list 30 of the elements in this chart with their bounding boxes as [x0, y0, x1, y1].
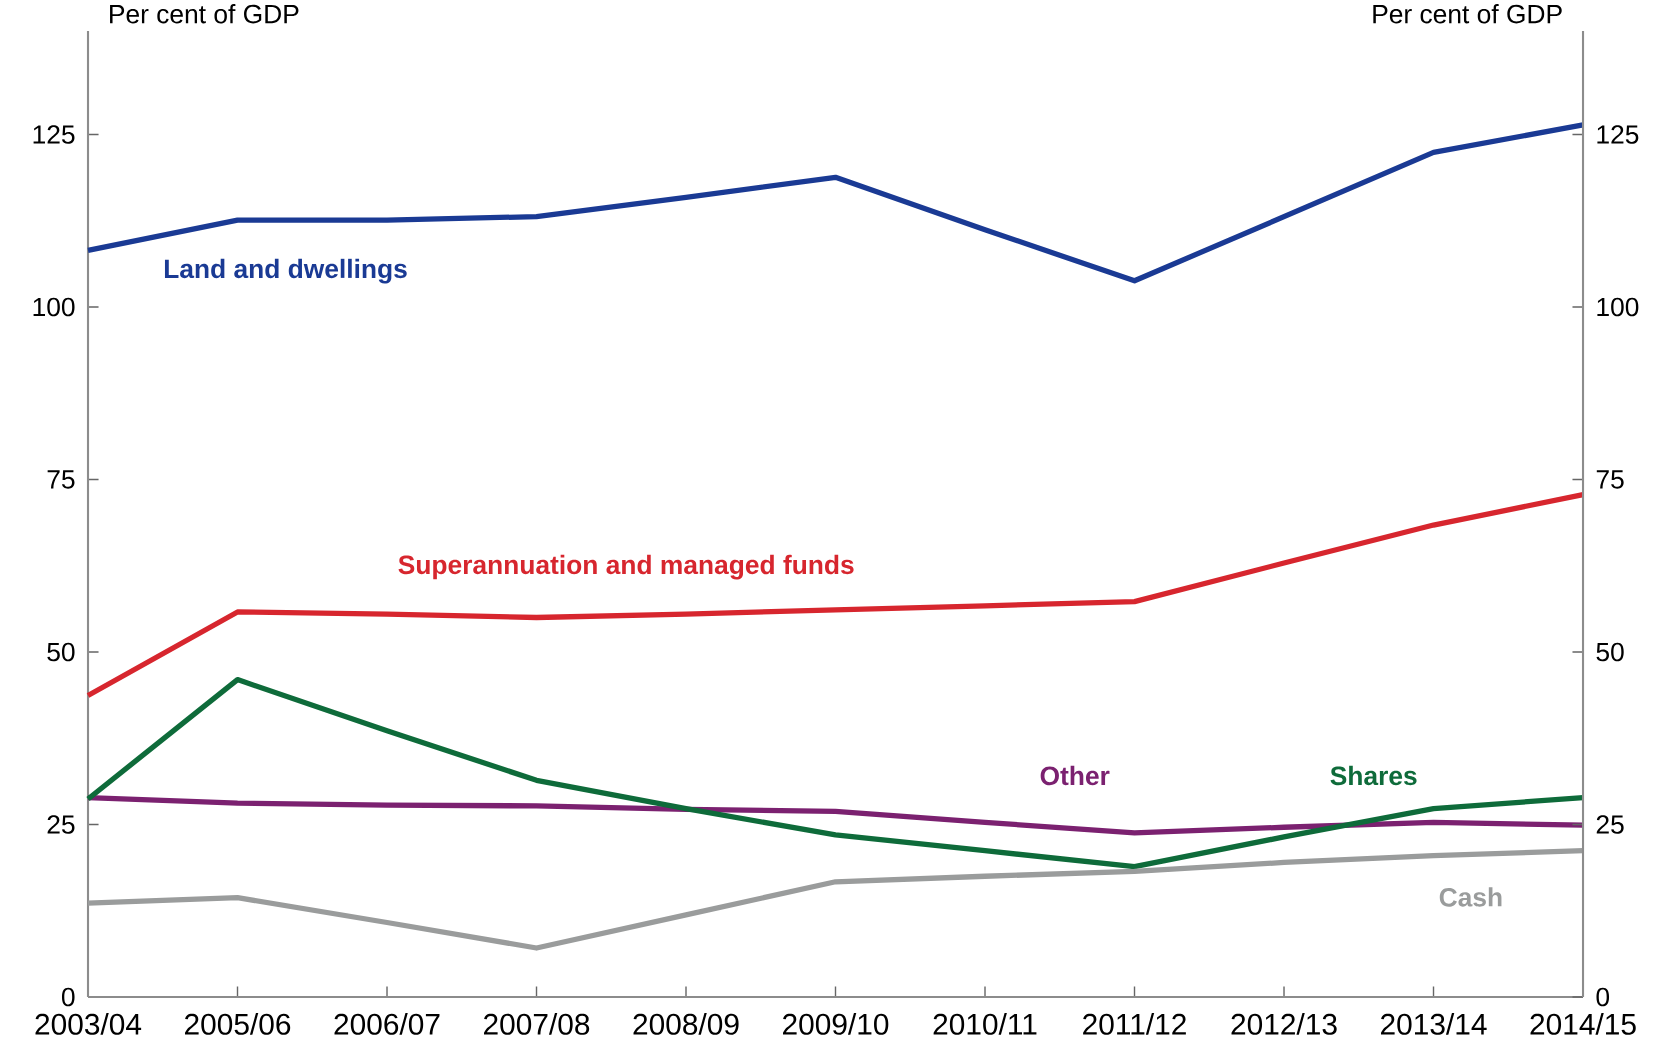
y-tick-label: 75 [47, 470, 75, 489]
x-tick-label: 2009/10 [783, 1012, 889, 1035]
y-tick-label: 0 [61, 987, 75, 1007]
y-axis-title: Per cent of GDP [110, 4, 299, 24]
x-tick-label: 2006/07 [334, 1012, 440, 1035]
y-tick-label: 125 [33, 125, 75, 144]
x-tick-label: 2013/14 [1381, 1012, 1487, 1035]
x-tick-label: 2014/15 [1530, 1012, 1636, 1035]
x-tick-label: 2012/13 [1231, 1012, 1337, 1035]
series-label: Other [1040, 765, 1110, 786]
series-label: Land and dwellings [164, 258, 407, 284]
x-tick-label: 2008/09 [633, 1012, 739, 1035]
y2-tick-label: 125 [1597, 125, 1639, 144]
x-tick-label: 2003/04 [35, 1012, 142, 1035]
y2-tick-label: 50 [1596, 642, 1624, 662]
x-tick-label: 2010/11 [933, 1012, 1037, 1035]
y2-tick-label: 25 [1596, 815, 1624, 834]
x-tick-label: 2007/08 [484, 1012, 590, 1035]
series-label: Cash [1439, 887, 1502, 907]
y2-tick-label: 0 [1596, 987, 1610, 1007]
y-tick-label: 100 [33, 297, 75, 317]
y2-tick-label: 75 [1596, 470, 1624, 489]
x-tick-label: 2005/06 [185, 1012, 291, 1035]
y-tick-label: 25 [47, 815, 75, 834]
x-tick-label: 2011/12 [1083, 1012, 1186, 1035]
y-tick-label: 50 [47, 642, 75, 662]
y2-axis-title: Per cent of GDP [1373, 4, 1562, 24]
series-label: Shares [1330, 765, 1417, 786]
y2-tick-label: 100 [1597, 297, 1639, 317]
series-label: Superannuation and managed funds [398, 554, 854, 580]
